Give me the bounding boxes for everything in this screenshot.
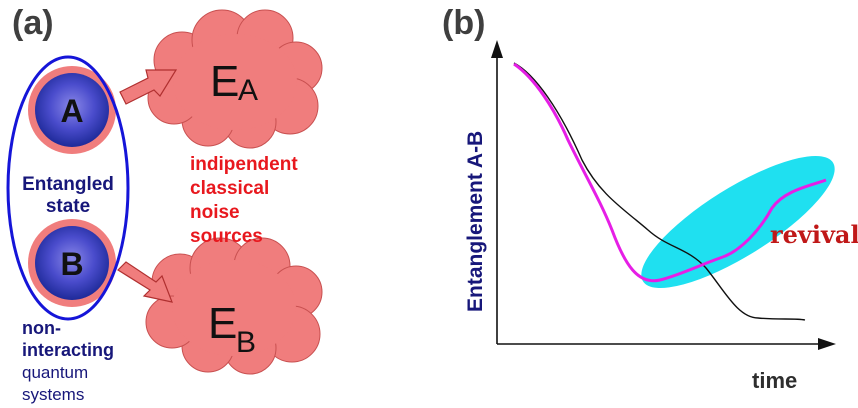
environment-b-subscript: B xyxy=(236,326,256,359)
environment-a-cloud xyxy=(147,9,323,149)
noise-arrow-a xyxy=(119,69,178,105)
panel-b-label: (b) xyxy=(442,4,485,42)
y-axis-label: Entanglement A-B xyxy=(464,131,487,312)
environment-b-letter: E xyxy=(208,299,237,348)
systems-label-line2: interacting xyxy=(22,340,114,360)
entangled-state-ellipse xyxy=(6,55,130,321)
revival-curve xyxy=(513,62,827,283)
panel-a: (a) A xyxy=(6,4,323,404)
noise-label-line1: indipendent xyxy=(190,154,298,175)
environment-b-cloud xyxy=(145,237,323,375)
y-axis-arrowhead xyxy=(491,40,503,58)
no-revival-curve xyxy=(513,62,806,321)
noise-label-line4: sources xyxy=(190,226,263,247)
systems-label-line3: quantum xyxy=(22,363,88,382)
qubit-b-label: B xyxy=(60,246,83,282)
revival-annotation: revival xyxy=(770,220,858,249)
environment-b-label: E B xyxy=(208,299,256,359)
systems-label-line1: non- xyxy=(22,318,61,338)
systems-label-line4: systems xyxy=(22,385,84,404)
noise-label-line2: classical xyxy=(190,178,269,199)
x-axis-label: time xyxy=(752,368,797,393)
entangled-label-line1: Entangled xyxy=(22,174,114,195)
environment-a-letter: E xyxy=(210,57,239,106)
qubit-b-ball xyxy=(35,226,109,300)
qubit-a-ball xyxy=(35,73,109,147)
noise-arrow-b xyxy=(117,261,173,303)
environment-a-label: E A xyxy=(210,57,258,107)
panel-a-label: (a) xyxy=(12,4,54,42)
x-axis-arrowhead xyxy=(818,338,836,350)
noise-label-line3: noise xyxy=(190,202,240,223)
environment-a-subscript: A xyxy=(238,74,258,107)
qubit-a-label: A xyxy=(60,93,83,129)
entangled-label-line2: state xyxy=(46,196,90,217)
panel-b: (b) revival Entanglement A-B time xyxy=(442,4,858,393)
